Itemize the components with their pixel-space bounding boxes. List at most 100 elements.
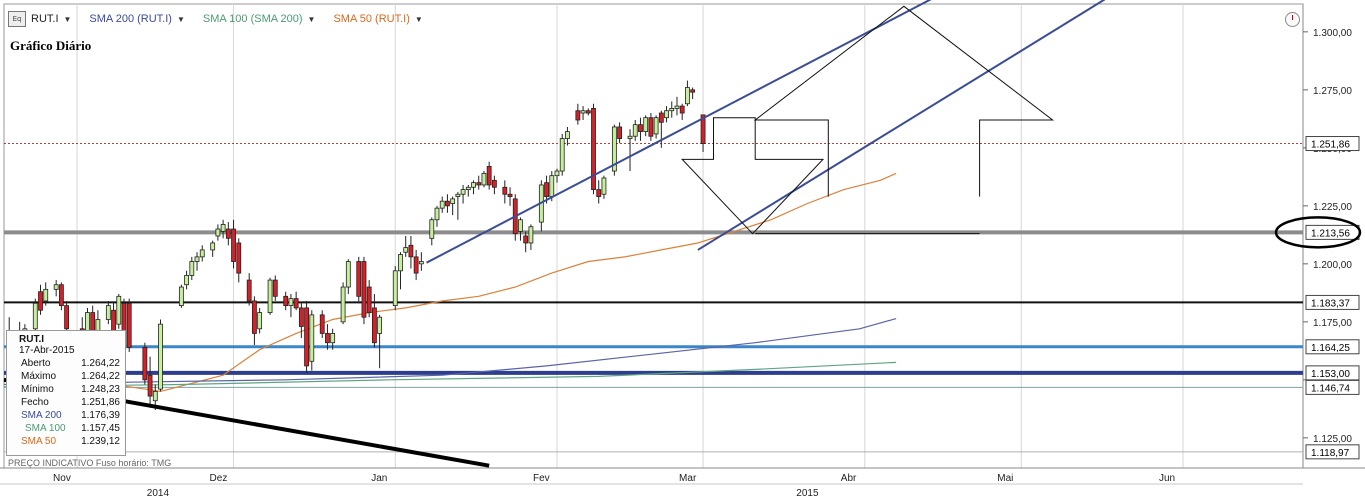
- clock-icon[interactable]: [1285, 12, 1300, 27]
- candle-body: [690, 89, 696, 93]
- candle-body: [549, 175, 555, 197]
- candle: [194, 252, 200, 271]
- candle: [330, 328, 336, 350]
- chart-toolbar: Eq RUT.I ▼ SMA 200 (RUT.I) ▼ SMA 100 (SM…: [8, 10, 441, 28]
- candle: [679, 103, 685, 120]
- y-tick-label: 1.275,00: [1313, 86, 1352, 97]
- sma50-selector[interactable]: SMA 50 (RUT.I) ▼: [333, 13, 422, 25]
- candle-body: [325, 333, 330, 344]
- candle: [210, 240, 216, 257]
- candle: [523, 231, 529, 253]
- chevron-down-icon[interactable]: ▼: [307, 14, 316, 24]
- candle: [528, 224, 534, 250]
- x-month-label: Mai: [997, 473, 1013, 484]
- candle-body: [611, 126, 617, 172]
- x-month-label: Mar: [679, 473, 697, 484]
- candle-body: [345, 261, 351, 288]
- x-axis: Nov Dez Jan Fev Mar Abr Mai Jun 2014 2015: [0, 467, 1365, 499]
- candle: [565, 126, 570, 146]
- candle: [700, 114, 706, 152]
- candle-body: [257, 312, 263, 330]
- candle-body: [408, 244, 414, 258]
- candle-body: [575, 110, 581, 121]
- info-label: SMA 100: [25, 423, 66, 434]
- x-month-label: Abr: [841, 473, 857, 484]
- info-row: SMA 200 1.176,39: [7, 409, 125, 422]
- info-value: 1.251,86: [81, 397, 120, 408]
- info-row: Fecho 1.251,86: [7, 396, 125, 409]
- candle: [669, 101, 675, 118]
- price-label-text: 1.251,86: [1311, 140, 1350, 151]
- candle-body: [252, 300, 257, 334]
- candle-body: [476, 182, 482, 186]
- candle-body: [361, 261, 367, 318]
- price-label: 1.118,97: [1305, 444, 1360, 460]
- candle: [502, 180, 508, 204]
- candle-body: [53, 284, 59, 290]
- candle: [32, 298, 38, 334]
- arrow-up-annotation: [753, 5, 1055, 197]
- candle-body: [377, 316, 383, 334]
- price-label-box: [1305, 444, 1360, 460]
- sma100-selector[interactable]: SMA 100 (SMA 200) ▼: [203, 13, 316, 25]
- candle-body: [111, 309, 116, 332]
- candle-body: [147, 374, 153, 397]
- trend-line: [697, 0, 1106, 251]
- chevron-down-icon[interactable]: ▼: [63, 14, 72, 24]
- candle: [439, 196, 445, 213]
- candle: [309, 310, 315, 371]
- candle-body: [491, 179, 497, 188]
- candle: [518, 217, 523, 241]
- sma200-selector[interactable]: SMA 200 (RUT.I) ▼: [89, 13, 184, 25]
- x-month-label: Nov: [53, 473, 71, 484]
- candle-body: [455, 193, 461, 197]
- candle: [215, 224, 221, 241]
- candle: [43, 282, 49, 306]
- y-tick-label: 1.175,00: [1313, 318, 1352, 329]
- candle-body: [366, 286, 372, 313]
- candle: [38, 284, 43, 315]
- candle-body: [601, 177, 607, 195]
- candle: [366, 280, 372, 318]
- candle: [658, 110, 664, 148]
- candle-body: [236, 242, 242, 274]
- candle: [53, 280, 59, 297]
- symbol-selector[interactable]: Eq RUT.I ▼: [8, 11, 71, 27]
- candle-body: [215, 228, 221, 237]
- candle-body: [267, 279, 273, 313]
- candle-body: [591, 108, 596, 190]
- price-label: 1.146,74: [1305, 379, 1360, 395]
- price-label-box: [1305, 136, 1360, 152]
- chevron-down-icon[interactable]: ▼: [176, 14, 185, 24]
- candle: [653, 115, 659, 139]
- info-value: 1.176,39: [81, 410, 120, 421]
- candle-body: [330, 333, 336, 344]
- candle-body: [272, 279, 278, 297]
- info-row: Aberto 1.264,22: [7, 357, 125, 370]
- candle: [685, 80, 690, 107]
- candle: [288, 294, 294, 318]
- candle: [559, 133, 565, 176]
- x-month-label: Jun: [1159, 473, 1175, 484]
- candle-body: [518, 219, 523, 232]
- info-row: Máximo 1.264,22: [7, 370, 125, 383]
- price-label: 1.213,56: [1274, 216, 1362, 249]
- candle-body: [220, 223, 226, 232]
- candle: [664, 106, 669, 123]
- x-year-label: 2014: [147, 488, 170, 499]
- chevron-down-icon[interactable]: ▼: [414, 14, 423, 24]
- candle-body: [231, 228, 236, 262]
- candle-body: [105, 305, 111, 320]
- candle: [465, 184, 471, 197]
- candle-body: [445, 200, 450, 207]
- info-row: SMA 100 1.157,45: [7, 422, 125, 435]
- candle: [142, 342, 148, 385]
- candle: [408, 236, 414, 269]
- candle: [236, 238, 242, 283]
- trend-line: [426, 0, 932, 264]
- candle-body: [523, 235, 529, 244]
- x-month-label: Dez: [210, 473, 228, 484]
- candle: [627, 129, 633, 172]
